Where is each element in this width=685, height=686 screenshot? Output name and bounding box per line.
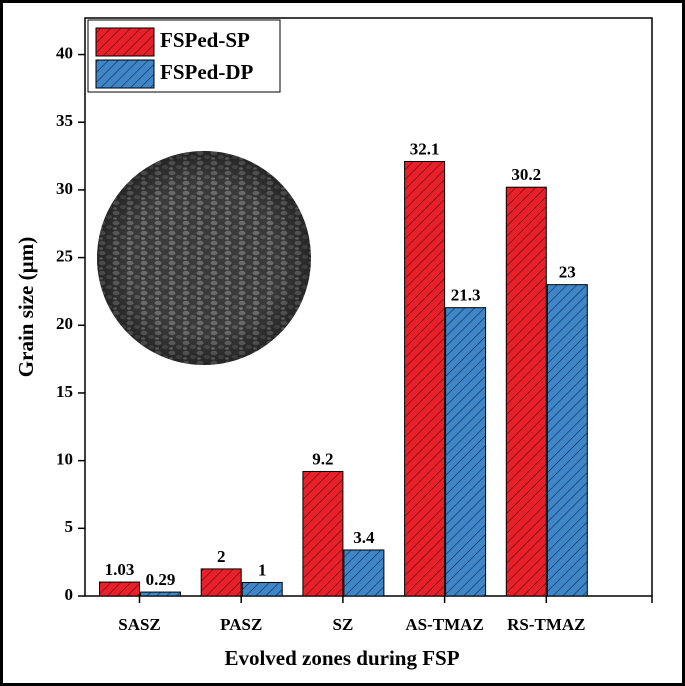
legend-label: FSPed-SP — [160, 28, 250, 52]
bar — [445, 307, 487, 597]
data-label: 1.03 — [105, 560, 135, 579]
data-label: 1 — [258, 560, 267, 579]
data-label: 9.2 — [312, 449, 333, 468]
bar — [343, 549, 385, 597]
data-label: 23 — [559, 263, 576, 282]
x-axis-label: Evolved zones during FSP — [224, 646, 459, 670]
legend-label: FSPed-DP — [160, 60, 253, 84]
data-label: 32.1 — [410, 139, 440, 158]
x-tick-label: RS-TMAZ — [507, 615, 585, 634]
data-label: 0.29 — [146, 570, 176, 589]
legend-swatch — [95, 27, 155, 57]
x-tick-label: SZ — [333, 615, 354, 634]
bar — [140, 591, 181, 597]
bar — [505, 186, 547, 597]
data-label: 21.3 — [451, 286, 481, 305]
x-tick-label: SASZ — [118, 615, 161, 634]
inset-image — [97, 151, 311, 365]
legend-swatch — [95, 59, 155, 89]
y-tick-label: 20 — [56, 314, 73, 333]
x-tick-label: AS-TMAZ — [405, 615, 483, 634]
bar — [404, 160, 446, 597]
bar — [546, 284, 588, 597]
y-tick-label: 40 — [56, 43, 73, 62]
bar — [241, 581, 283, 597]
y-tick-label: 5 — [65, 517, 74, 536]
y-tick-label: 35 — [56, 111, 73, 130]
bar — [302, 470, 344, 597]
y-tick-label: 15 — [56, 382, 73, 401]
x-tick-label: PASZ — [220, 615, 262, 634]
data-label: 2 — [217, 547, 226, 566]
bar — [200, 568, 242, 597]
y-axis-label: Grain size (µm) — [14, 237, 38, 377]
y-tick-label: 10 — [56, 450, 73, 469]
y-tick-label: 30 — [56, 179, 73, 198]
bar — [99, 581, 140, 597]
y-tick-label: 25 — [56, 246, 73, 265]
data-label: 3.4 — [353, 528, 375, 547]
y-tick-label: 0 — [65, 585, 74, 604]
data-label: 30.2 — [511, 165, 541, 184]
